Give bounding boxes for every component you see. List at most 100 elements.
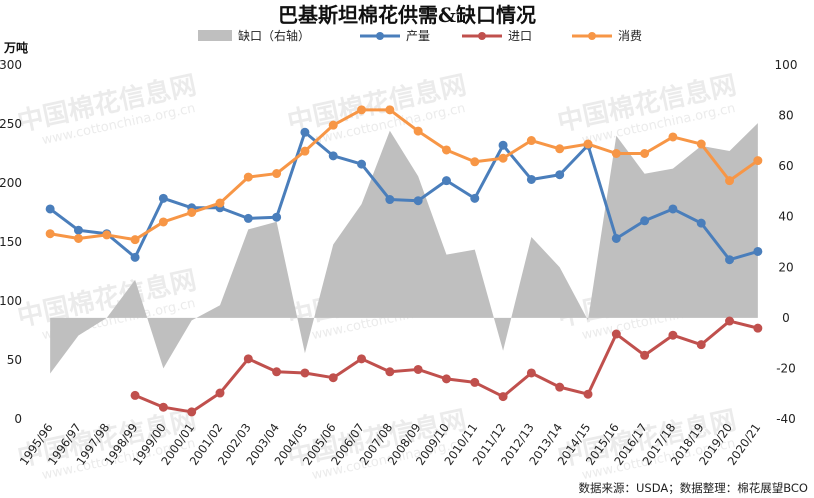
y2-tick-label: 0 (782, 311, 790, 325)
imports-point (187, 407, 197, 417)
legend-swatch-marker (478, 32, 486, 40)
production-point (498, 140, 508, 150)
production-point (526, 174, 536, 184)
production-point (555, 170, 565, 180)
production-point (300, 127, 310, 137)
consumption-point (441, 145, 451, 155)
y-tick-label: 200 (0, 176, 22, 190)
consumption-point (45, 229, 55, 239)
y-tick-label: 50 (7, 353, 22, 367)
imports-point (526, 368, 536, 378)
production-line (49, 130, 759, 262)
legend-swatch-gap (198, 30, 232, 41)
production-point (45, 204, 55, 214)
legend-label: 缺口（右轴） (238, 28, 310, 43)
production-point (328, 151, 338, 161)
production-point (243, 213, 253, 223)
legend-swatch-marker (376, 32, 384, 40)
imports-point (130, 390, 140, 400)
y2-tick-label: 60 (778, 159, 793, 173)
source-note: 数据来源：USDA；数据整理：棉花展望BCO (578, 481, 808, 495)
production-point (73, 225, 83, 235)
consumption-point (668, 132, 678, 142)
gap-area (50, 123, 758, 374)
imports-point (328, 373, 338, 383)
consumption-point (357, 105, 367, 115)
consumption-point (725, 176, 735, 186)
legend-label: 产量 (406, 29, 430, 43)
consumption-point (328, 120, 338, 130)
consumption-point (130, 235, 140, 245)
y2-tick-label: 20 (778, 260, 793, 274)
y-tick-label: 150 (0, 235, 22, 249)
imports-point (753, 323, 763, 333)
production-point (441, 176, 451, 186)
imports-point (640, 350, 650, 360)
consumption-point (753, 156, 763, 166)
production-point (611, 233, 621, 243)
legend-label: 消费 (618, 29, 642, 43)
imports-point (300, 368, 310, 378)
production-point (357, 159, 367, 169)
y2-tick-label: 100 (775, 58, 798, 72)
imports-point (215, 388, 225, 398)
imports-point (385, 367, 395, 377)
consumption-point (187, 208, 197, 217)
y-tick-label: 100 (0, 294, 22, 308)
consumption-point (583, 139, 593, 149)
production-point (130, 252, 140, 262)
legend-swatch-marker (588, 32, 596, 40)
y2-tick-label: -20 (776, 361, 796, 375)
legend-label: 进口 (508, 29, 532, 43)
consumption-point (102, 230, 112, 240)
y-tick-label: 0 (14, 412, 22, 426)
y-axis-unit: 万吨 (3, 40, 28, 55)
consumption-point (526, 136, 536, 146)
production-point (753, 246, 763, 256)
imports-point (555, 382, 565, 392)
production-point (640, 216, 650, 226)
consumption-point (300, 146, 310, 156)
y2-tick-label: 40 (778, 210, 793, 224)
y-tick-label: 250 (0, 117, 22, 131)
consumption-point (640, 149, 650, 158)
imports-point (498, 392, 508, 402)
consumption-point (385, 105, 395, 115)
production-point (158, 193, 168, 203)
imports-point (668, 330, 678, 340)
imports-point (725, 316, 735, 326)
consumption-point (498, 153, 508, 163)
consumption-point (611, 149, 621, 158)
production-point (272, 212, 282, 222)
production-point (385, 195, 395, 205)
imports-point (441, 374, 451, 384)
imports-point (272, 367, 282, 377)
imports-line (134, 319, 759, 414)
legend: 缺口（右轴） 产量 进口 消费 (198, 28, 642, 43)
y-tick-label: 300 (0, 58, 22, 72)
imports-point (243, 354, 253, 364)
y2-tick-label: 80 (778, 109, 793, 123)
imports-point (611, 329, 621, 339)
consumption-point (73, 233, 83, 243)
consumption-point (272, 169, 282, 179)
imports-point (470, 377, 480, 387)
consumption-point (158, 217, 168, 227)
y2-tick-label: -40 (776, 412, 796, 426)
consumption-point (696, 139, 706, 149)
consumption-point (470, 157, 480, 167)
production-point (725, 255, 735, 265)
imports-point (158, 402, 168, 412)
consumption-point (413, 126, 423, 136)
consumption-point (215, 198, 225, 208)
chart-title: 巴基斯坦棉花供需&缺口情况 (278, 3, 536, 27)
production-point (470, 193, 480, 203)
production-point (668, 204, 678, 214)
imports-point (583, 389, 593, 399)
imports-point (413, 364, 423, 374)
imports-point (696, 340, 706, 350)
production-point (413, 196, 423, 206)
